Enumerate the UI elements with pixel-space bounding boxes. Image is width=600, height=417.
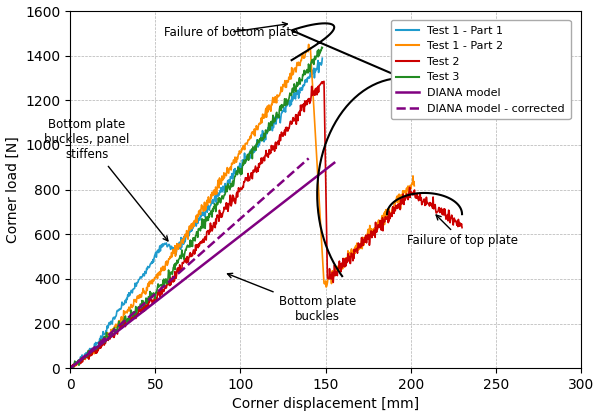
Test 3: [319, 45, 326, 50]
Test 2: [340, 257, 347, 262]
Y-axis label: Corner load [N]: Corner load [N]: [5, 136, 20, 243]
Test 3: [117, 322, 124, 327]
Test 1 - Part 2: [68, 366, 75, 371]
Text: Failure of bottom plate: Failure of bottom plate: [164, 22, 298, 39]
Test 1 - Part 1: [74, 361, 82, 366]
Test 1 - Part 2: [402, 189, 409, 194]
Test 3: [67, 368, 74, 373]
Test 2: [67, 365, 74, 370]
DIANA model - corrected: [305, 156, 312, 161]
Test 3: [318, 45, 325, 50]
Test 1 - Part 1: [129, 287, 136, 292]
Test 3: [267, 119, 274, 124]
Test 1 - Part 2: [113, 322, 121, 327]
Test 1 - Part 2: [148, 281, 155, 286]
Text: Bottom plate
buckles, panel
stiffens: Bottom plate buckles, panel stiffens: [44, 118, 168, 241]
Test 2: [235, 190, 242, 195]
Line: DIANA model - corrected: DIANA model - corrected: [79, 158, 308, 362]
X-axis label: Corner displacement [mm]: Corner displacement [mm]: [232, 397, 419, 412]
Test 2: [68, 365, 75, 370]
Line: Test 2: Test 2: [70, 81, 462, 368]
Test 2: [74, 360, 81, 365]
Line: Test 1 - Part 2: Test 1 - Part 2: [70, 44, 415, 369]
DIANA model: [67, 366, 74, 371]
Test 3: [164, 276, 172, 281]
Test 1 - Part 1: [67, 366, 74, 371]
Test 1 - Part 1: [250, 151, 257, 156]
Test 1 - Part 1: [67, 363, 74, 368]
Text: Failure of top plate: Failure of top plate: [407, 215, 518, 247]
Test 1 - Part 2: [112, 322, 119, 327]
DIANA model: [331, 160, 338, 165]
Line: DIANA model: DIANA model: [70, 163, 334, 368]
Test 2: [320, 79, 328, 84]
Test 3: [103, 334, 110, 339]
Test 1 - Part 2: [280, 83, 287, 88]
Test 2: [311, 88, 318, 93]
Test 3: [211, 206, 218, 211]
Test 1 - Part 2: [305, 42, 312, 47]
Test 1 - Part 1: [121, 302, 128, 307]
DIANA model - corrected: [75, 359, 82, 364]
Legend: Test 1 - Part 1, Test 1 - Part 2, Test 2, Test 3, DIANA model, DIANA model - cor: Test 1 - Part 1, Test 1 - Part 2, Test 2…: [391, 20, 571, 119]
Line: Test 1 - Part 1: Test 1 - Part 1: [70, 58, 322, 368]
Test 2: [134, 311, 142, 316]
Test 1 - Part 1: [300, 84, 307, 89]
Test 1 - Part 1: [319, 56, 326, 61]
Test 2: [373, 229, 380, 234]
Test 3: [78, 357, 85, 362]
Test 1 - Part 1: [83, 350, 91, 355]
Test 1 - Part 2: [67, 364, 74, 369]
Test 1 - Part 2: [411, 183, 418, 188]
Test 2: [458, 225, 466, 230]
Test 1 - Part 2: [167, 254, 175, 259]
Text: Bottom plate
buckles: Bottom plate buckles: [227, 273, 356, 323]
Line: Test 3: Test 3: [70, 47, 322, 370]
